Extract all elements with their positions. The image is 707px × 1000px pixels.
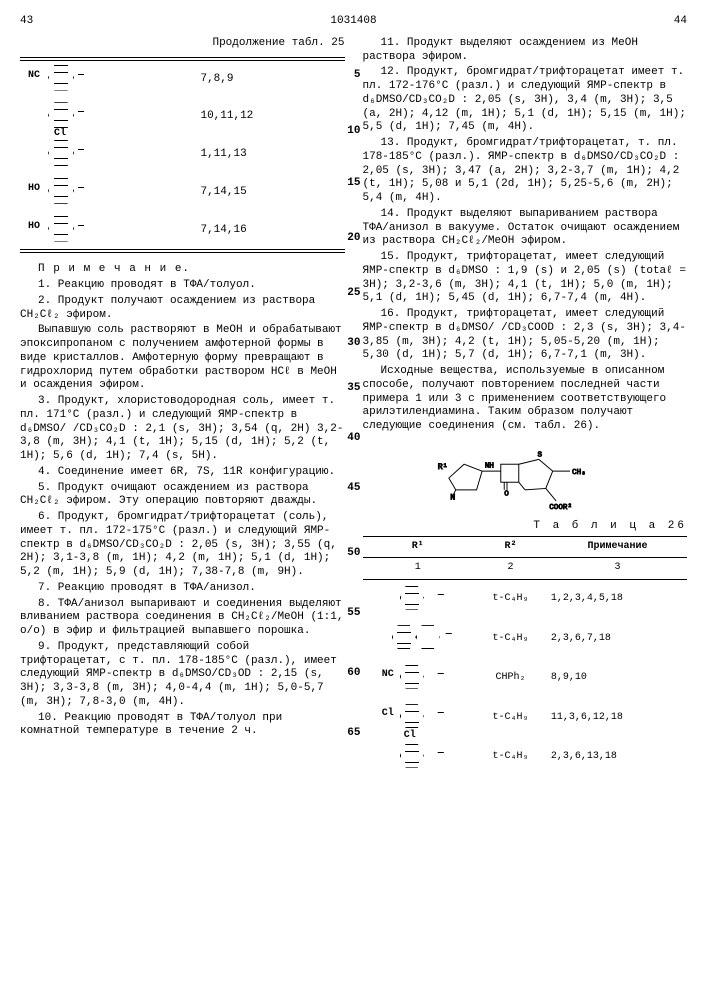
table26-r1: — <box>363 619 474 659</box>
t26-s2: 2 <box>473 558 548 580</box>
t26-s3: 3 <box>548 558 687 580</box>
margin-line-number: 20 <box>347 232 360 246</box>
margin-line-number: 10 <box>347 125 360 139</box>
table26-r1: Cl— <box>363 698 474 738</box>
table25-continuation: Продолжение табл. 25 <box>20 37 345 51</box>
note-paragraph: 3. Продукт, хлористоводородная соль, име… <box>20 395 345 464</box>
margin-line-number: 40 <box>347 432 360 446</box>
margin-line-number: 35 <box>347 382 360 396</box>
right-column: 5101520253035404550556065 11. Продукт вы… <box>363 37 688 777</box>
table25-structure: HO— <box>20 174 198 212</box>
table26-r2: CHPh₂ <box>473 659 548 699</box>
t26-s1: 1 <box>363 558 474 580</box>
table25: NC—7,8,9—10,11,12Cl—1,11,13HO—7,14,15HO—… <box>20 57 345 254</box>
margin-line-number: 55 <box>347 607 360 621</box>
t26-h2: R² <box>473 536 548 558</box>
table26-r1: NC— <box>363 659 474 699</box>
note-paragraph: 11. Продукт выделяют осаждением из MeOH … <box>363 37 688 65</box>
table26-note: 8,9,10 <box>548 659 687 699</box>
svg-text:O: O <box>504 490 509 498</box>
note-paragraph: 10. Реакцию проводят в ТФА/толуол при ко… <box>20 712 345 740</box>
table26-title: Т а б л и ц а 26 <box>363 520 688 534</box>
note-paragraph: 12. Продукт, бромгидрат/трифторацетат им… <box>363 66 688 135</box>
note-paragraph: 8. ТФА/анизол выпаривают и соединения вы… <box>20 598 345 639</box>
table25-structure: — <box>20 98 198 136</box>
t26-h1: R¹ <box>363 536 474 558</box>
table26-r1: — <box>363 579 474 619</box>
two-column-layout: Продолжение табл. 25 NC—7,8,9—10,11,12Cl… <box>20 37 687 777</box>
page-right: 44 <box>674 15 687 29</box>
svg-text:S: S <box>537 451 542 459</box>
table26-note: 2,3,6,7,18 <box>548 619 687 659</box>
left-notes: 1. Реакцию проводят в ТФА/толуол. 2. Прод… <box>20 279 345 739</box>
note-paragraph: 2. Продукт получают осаждением из раство… <box>20 295 345 323</box>
table26-r1: Cl— <box>363 738 474 778</box>
t26-h3: Примечание <box>548 536 687 558</box>
table26-note: 1,2,3,4,5,18 <box>548 579 687 619</box>
doc-number: 1031408 <box>330 15 376 29</box>
table25-refs: 1,11,13 <box>198 136 344 174</box>
table26: R¹ R² Примечание 1 2 3 —t-C₄H₉1,2,3,4,5,… <box>363 536 688 778</box>
table26-note: 11,3,6,12,18 <box>548 698 687 738</box>
margin-line-number: 50 <box>347 547 360 561</box>
margin-line-number: 15 <box>347 177 360 191</box>
note-paragraph: 15. Продукт, трифторацетат, имеет следую… <box>363 251 688 306</box>
page-header: 43 1031408 44 <box>20 15 687 29</box>
table25-structure: HO— <box>20 212 198 250</box>
table26-r2: t-C₄H₉ <box>473 579 548 619</box>
svg-text:COOR²: COOR² <box>549 503 572 512</box>
margin-line-number: 65 <box>347 727 360 741</box>
table25-refs: 7,14,15 <box>198 174 344 212</box>
note-paragraph: 1. Реакцию проводят в ТФА/толуол. <box>20 279 345 293</box>
table25-structure: NC— <box>20 60 198 98</box>
margin-line-number: 30 <box>347 337 360 351</box>
table26-r2: t-C₄H₉ <box>473 619 548 659</box>
margin-line-number: 25 <box>347 287 360 301</box>
right-notes: 11. Продукт выделяют осаждением из MeOH … <box>363 37 688 434</box>
note-paragraph: 5. Продукт очищают осаждением из раствор… <box>20 482 345 510</box>
table25-refs: 7,8,9 <box>198 60 344 98</box>
note-paragraph: Выпавшую соль растворяют в MeOH и обраба… <box>20 324 345 393</box>
margin-line-number: 45 <box>347 482 360 496</box>
table26-r2: t-C₄H₉ <box>473 738 548 778</box>
note-paragraph: 7. Реакцию проводят в ТФА/анизол. <box>20 582 345 596</box>
table25-structure: Cl— <box>20 136 198 174</box>
note-paragraph: Исходные вещества, используемые в описан… <box>363 365 688 434</box>
margin-line-number: 60 <box>347 667 360 681</box>
note-paragraph: 6. Продукт, бромгидрат/трифторацетат (со… <box>20 511 345 580</box>
table25-refs: 7,14,16 <box>198 212 344 250</box>
table26-r2: t-C₄H₉ <box>473 698 548 738</box>
structure-diagram: R¹ N NH S O CH₃ <box>435 440 615 516</box>
table26-note: 2,3,6,13,18 <box>548 738 687 778</box>
line-numbers: 5 10 15 20 25 30 35 40 45 50 55 60 65 <box>349 37 361 777</box>
svg-text:R¹: R¹ <box>438 463 448 472</box>
left-column: Продолжение табл. 25 NC—7,8,9—10,11,12Cl… <box>20 37 345 777</box>
note-paragraph: 16. Продукт, трифторацетат, имеет следую… <box>363 308 688 363</box>
notes-title: П р и м е ч а н и е. <box>20 263 345 277</box>
margin-line-number: 5 <box>354 69 361 83</box>
svg-text:CH₃: CH₃ <box>572 469 586 477</box>
table25-refs: 10,11,12 <box>198 98 344 136</box>
note-paragraph: 4. Соединение имеет 6R, 7S, 11R конфигур… <box>20 466 345 480</box>
svg-text:NH: NH <box>485 462 494 470</box>
note-paragraph: 14. Продукт выделяют выпариванием раство… <box>363 208 688 249</box>
page-left: 43 <box>20 15 33 29</box>
note-paragraph: 13. Продукт, бромгидрат/трифторацетат, т… <box>363 137 688 206</box>
note-paragraph: 9. Продукт, представляющий собой трифтор… <box>20 641 345 710</box>
